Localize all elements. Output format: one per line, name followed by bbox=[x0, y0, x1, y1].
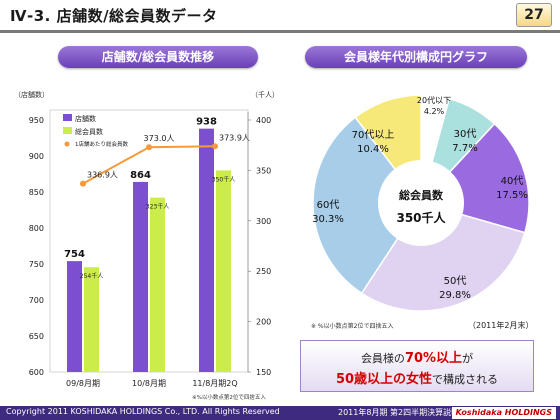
pie-slice-value: 7.7% bbox=[452, 143, 477, 154]
pie-slice-value: 10.4% bbox=[357, 144, 389, 155]
legend-swatch-stores bbox=[63, 114, 72, 121]
line-point-per-store bbox=[212, 143, 218, 150]
pie-slice-name: 30代 bbox=[454, 128, 477, 140]
line-point-per-store bbox=[146, 144, 152, 151]
pie-note: ※ %以小数点第2位で四捨五入 bbox=[311, 322, 393, 330]
x-tick-label: 10/8月期 bbox=[132, 379, 166, 388]
pie-slice-name: 40代 bbox=[501, 175, 524, 187]
y-tick-right: 300 bbox=[256, 217, 271, 226]
callout-highlight-1: 70%以上 bbox=[404, 351, 463, 366]
pie-date: （2011年2月末） bbox=[468, 320, 533, 330]
legend-swatch-per-store bbox=[64, 141, 70, 147]
callout-box: 会員様の70%以上が 50歳以上の女性で構成される bbox=[300, 340, 534, 392]
footer-copyright: Copyright 2011 KOSHIDAKA HOLDINGS Co., L… bbox=[6, 407, 280, 416]
pie-slice-value: 4.2% bbox=[424, 107, 445, 116]
plot-area bbox=[49, 109, 249, 373]
bar-label-members: 350千人 bbox=[212, 175, 235, 183]
pie-slice-name: 50代 bbox=[444, 275, 467, 287]
page-title: Ⅳ-3. 店舗数/総会員数データ bbox=[10, 7, 218, 25]
y-tick-right: 350 bbox=[256, 166, 271, 175]
pie-center-disc bbox=[378, 160, 464, 246]
bar-stores bbox=[133, 181, 148, 372]
pie-slice-value: 29.8% bbox=[439, 290, 471, 301]
y-tick-right: 150 bbox=[256, 368, 271, 377]
x-tick-label: 11/8月期2Q bbox=[192, 379, 237, 388]
line-label-per-store: 336.9人 bbox=[87, 171, 118, 180]
line-point-per-store bbox=[80, 180, 86, 187]
legend-members: 総会員数 bbox=[75, 127, 103, 136]
pie-center-label-2: 350千人 bbox=[396, 210, 446, 225]
callout-text-3: で構成される bbox=[432, 373, 499, 386]
bar-label-stores: 938 bbox=[196, 117, 217, 128]
y-tick-right: 400 bbox=[256, 116, 271, 125]
callout-text-2: が bbox=[462, 352, 474, 365]
left-axis-unit: （店舗数） bbox=[14, 90, 49, 99]
y-tick-left: 700 bbox=[29, 296, 44, 305]
header: Ⅳ-3. 店舗数/総会員数データ 27 bbox=[0, 0, 560, 33]
line-label-per-store: 373.9人 bbox=[219, 133, 250, 142]
y-tick-right: 200 bbox=[256, 318, 271, 327]
y-tick-left: 650 bbox=[29, 332, 44, 341]
right-axis-unit: （千人） bbox=[251, 90, 279, 99]
line-label-per-store: 373.0人 bbox=[144, 134, 175, 143]
y-tick-left: 600 bbox=[29, 368, 44, 377]
right-section-title: 会員様年代別構成円グラフ bbox=[305, 46, 527, 68]
bar-members bbox=[150, 197, 165, 372]
pie-slice-value: 30.3% bbox=[312, 214, 344, 225]
pie-center-label-1: 総会員数 bbox=[399, 188, 444, 202]
company-logo: Koshidaka HOLDINGS bbox=[451, 407, 556, 419]
bar-stores bbox=[67, 261, 82, 372]
y-tick-left: 900 bbox=[29, 152, 44, 161]
left-chart-note: ※%以小数点第2位で四捨五入 bbox=[192, 393, 266, 401]
y-tick-right: 250 bbox=[256, 267, 271, 276]
bar-label-stores: 754 bbox=[64, 249, 85, 260]
footer: Copyright 2011 KOSHIDAKA HOLDINGS Co., L… bbox=[0, 406, 560, 420]
callout-line-2: 50歳以上の女性で構成される bbox=[301, 368, 533, 387]
x-tick-label: 09/8月期 bbox=[66, 379, 100, 388]
y-tick-left: 800 bbox=[29, 224, 44, 233]
footer-document-title: 2011年8月期 第2四半期決算説明会資料 bbox=[338, 408, 484, 417]
pie-slice-name: 70代以上 bbox=[352, 129, 395, 141]
header-divider bbox=[0, 30, 560, 33]
bar-label-members: 323千人 bbox=[146, 203, 169, 211]
y-tick-left: 750 bbox=[29, 260, 44, 269]
bar-members bbox=[216, 170, 231, 372]
legend-per-store: 1店舗あたり総会員数 bbox=[75, 140, 128, 148]
pie-slice-name: 60代 bbox=[317, 199, 340, 211]
callout-text-1: 会員様の bbox=[360, 352, 405, 365]
pie-slice-value: 17.5% bbox=[496, 190, 528, 201]
callout-line-1: 会員様の70%以上が bbox=[301, 347, 533, 366]
page-number: 27 bbox=[516, 3, 552, 27]
y-tick-left: 950 bbox=[29, 116, 44, 125]
y-tick-left: 850 bbox=[29, 188, 44, 197]
pie-slice bbox=[312, 116, 422, 295]
callout-highlight-2: 50歳以上の女性 bbox=[335, 372, 433, 387]
pie-slice bbox=[360, 202, 526, 312]
bar-members bbox=[84, 267, 99, 372]
pie-slice-name: 20代以下 bbox=[417, 95, 451, 105]
bar-label-members: 254千人 bbox=[80, 272, 103, 280]
legend-stores: 店舗数 bbox=[75, 114, 96, 123]
left-section-title: 店舗数/総会員数推移 bbox=[58, 46, 258, 68]
legend-swatch-members bbox=[63, 127, 72, 134]
bar-label-stores: 864 bbox=[130, 170, 151, 181]
bar-stores bbox=[199, 128, 214, 372]
